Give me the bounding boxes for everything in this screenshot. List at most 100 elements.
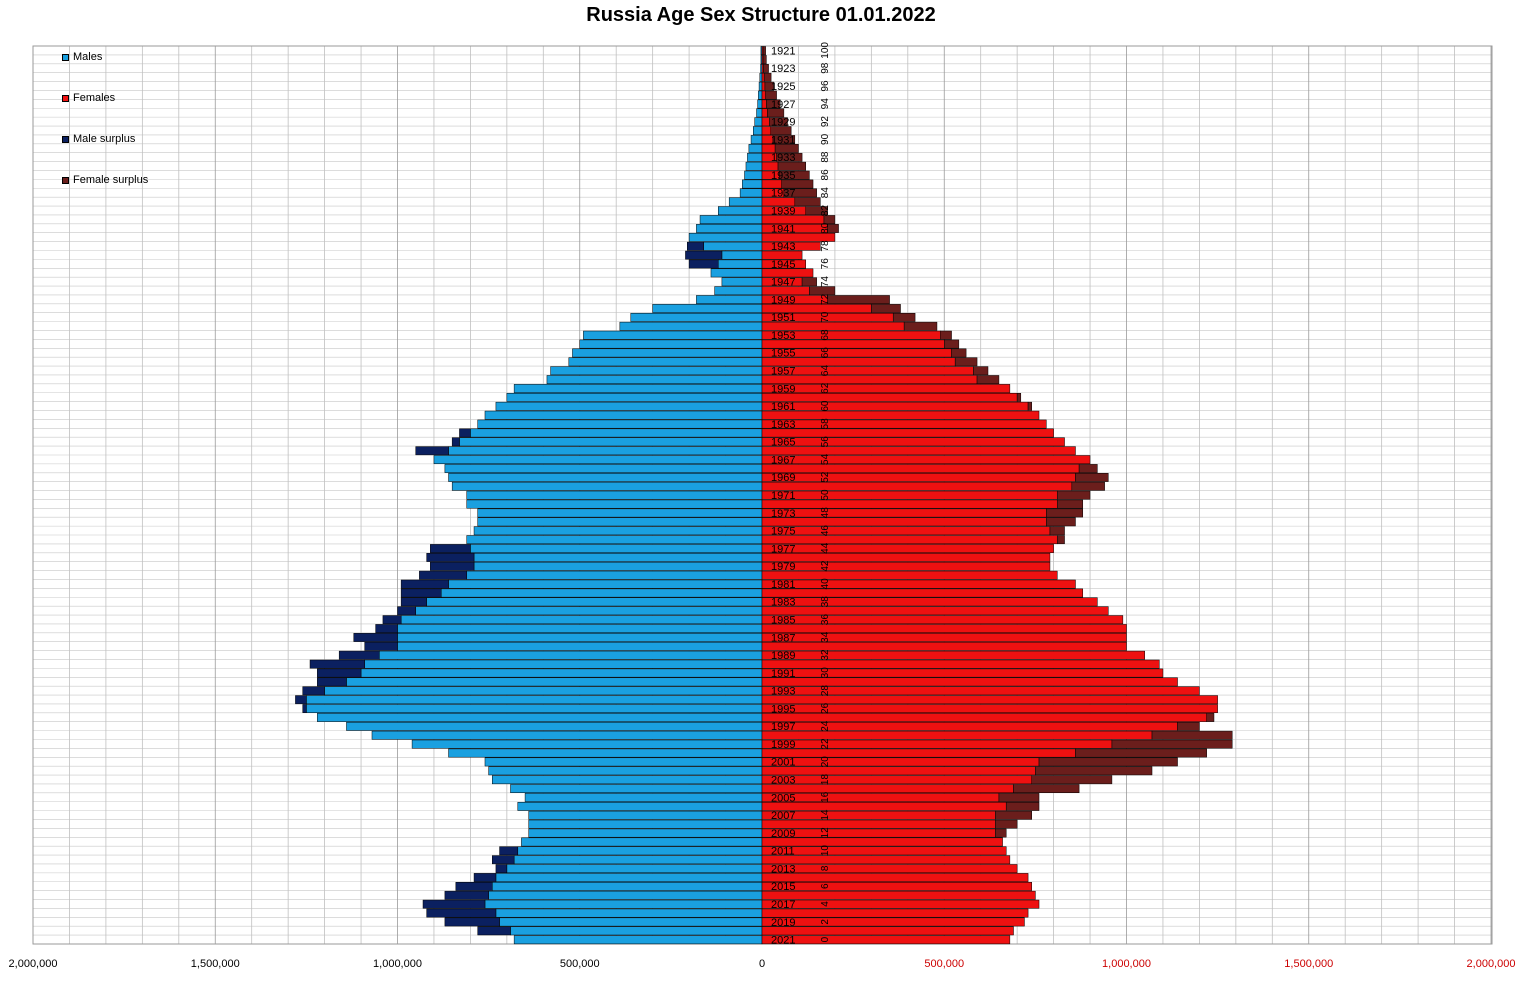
age-label: 68 [820, 329, 831, 341]
year-label: 2017 [771, 899, 795, 911]
bar-male [477, 517, 763, 527]
bar-male [630, 312, 763, 322]
bar-male-surplus [473, 873, 497, 882]
bar-male-surplus [444, 890, 489, 900]
bar-male-surplus [687, 241, 704, 251]
bar-female [761, 437, 1065, 447]
year-label: 1923 [771, 63, 795, 75]
age-label: 58 [820, 418, 831, 430]
bar-male [745, 161, 763, 171]
bar-female [761, 446, 1076, 456]
bar-female [761, 117, 770, 127]
x-tick-label: 2,000,000 [9, 958, 58, 970]
bar-female-surplus [777, 161, 806, 171]
bar-female-surplus [1035, 766, 1153, 776]
bar-male-surplus [688, 259, 719, 269]
bar-male [477, 419, 763, 429]
year-label: 1973 [771, 508, 795, 520]
bar-female [761, 419, 1047, 429]
year-label: 2005 [771, 792, 795, 804]
year-label: 1927 [771, 99, 795, 111]
age-label: 14 [820, 809, 831, 821]
bar-male [696, 224, 763, 233]
bar-male-surplus [302, 704, 307, 713]
bar-male [696, 295, 763, 304]
x-tick-label: 500,000 [924, 958, 964, 970]
bar-female-surplus [783, 188, 817, 198]
bar-female [761, 464, 1080, 473]
bar-male [513, 935, 763, 945]
bar-female [761, 633, 1127, 642]
bar-male [742, 179, 763, 189]
bar-female [761, 819, 996, 829]
bar-female [761, 410, 1040, 420]
bar-female-surplus [871, 304, 901, 313]
bar-male [477, 508, 763, 518]
bar-female-surplus [1206, 713, 1215, 722]
age-label: 26 [820, 702, 831, 714]
bar-male-surplus [375, 624, 398, 633]
bar-female [761, 917, 1025, 927]
bar-female [761, 517, 1047, 527]
bar-male [506, 393, 763, 402]
bar-male [484, 410, 763, 420]
legend-label: Male surplus [73, 133, 136, 146]
age-label: 88 [820, 151, 831, 163]
bar-male [528, 810, 763, 820]
legend-label: Female surplus [73, 174, 149, 187]
bar-male [739, 188, 763, 198]
age-label: 38 [820, 596, 831, 608]
year-label: 1945 [771, 259, 795, 271]
age-label: 20 [820, 756, 831, 768]
bar-male [728, 197, 763, 207]
bar-male [451, 481, 763, 491]
bar-female [761, 579, 1076, 589]
bar-female [761, 481, 1073, 491]
bar-male-surplus [499, 846, 519, 856]
year-label: 1937 [771, 188, 795, 200]
bar-male [317, 713, 763, 722]
bar-female [761, 695, 1218, 705]
bar-female [761, 864, 1018, 874]
bar-male [473, 526, 763, 536]
bar-male [444, 464, 763, 473]
bar-female [761, 668, 1164, 678]
bar-male-surplus [400, 588, 442, 598]
bar-male [699, 215, 763, 224]
year-label: 1949 [771, 294, 795, 306]
bar-female-surplus [1075, 473, 1109, 482]
year-label: 1997 [771, 721, 795, 733]
bar-male-surplus [444, 917, 500, 927]
year-label: 1979 [771, 561, 795, 573]
bar-male [371, 730, 763, 740]
bar-male [346, 721, 763, 731]
bar-male [550, 366, 763, 376]
age-label: 62 [820, 382, 831, 394]
bar-male [718, 259, 763, 269]
year-label: 1943 [771, 241, 795, 253]
bar-male [499, 917, 763, 927]
bar-male-surplus [400, 597, 427, 607]
bar-female [761, 553, 1051, 562]
bar-female-surplus [892, 312, 916, 322]
bar-female [761, 650, 1145, 660]
bar-male-surplus [364, 641, 398, 651]
bar-male-surplus [309, 659, 365, 669]
bar-male [448, 748, 763, 758]
age-label: 8 [820, 865, 831, 871]
bar-female [761, 490, 1058, 500]
bar-female-surplus [827, 224, 839, 233]
legend-label: Males [73, 51, 103, 64]
year-label: 1963 [771, 419, 795, 431]
bar-female-surplus [1013, 784, 1080, 794]
year-label: 1969 [771, 472, 795, 484]
bar-female-surplus [769, 117, 788, 127]
bar-male [448, 579, 763, 589]
bar-male [488, 766, 763, 776]
bar-male [513, 384, 763, 393]
legend-item: Females [62, 92, 115, 104]
age-label: 22 [820, 738, 831, 750]
bar-female [761, 641, 1127, 651]
bar-male-surplus [302, 686, 325, 696]
year-label: 2013 [771, 863, 795, 875]
